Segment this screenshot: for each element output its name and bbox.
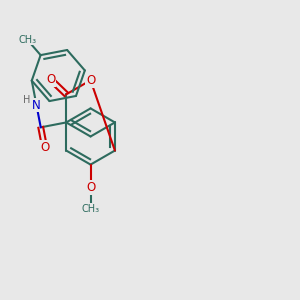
Text: CH₃: CH₃ [82, 204, 100, 214]
Text: O: O [46, 73, 55, 86]
Text: O: O [40, 141, 49, 154]
Text: CH₃: CH₃ [18, 34, 36, 45]
Text: O: O [86, 74, 95, 87]
Text: O: O [86, 181, 95, 194]
Text: N: N [32, 99, 41, 112]
Text: H: H [23, 94, 30, 105]
